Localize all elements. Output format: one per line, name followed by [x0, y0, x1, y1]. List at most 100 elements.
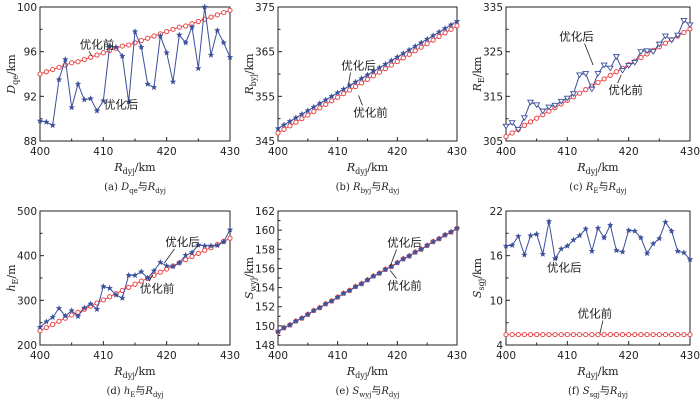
data-point	[214, 12, 220, 18]
data-point	[606, 65, 614, 72]
data-point	[220, 39, 227, 46]
data-point	[563, 95, 571, 102]
data-point	[625, 226, 632, 234]
data-point	[508, 241, 516, 249]
data-point	[220, 238, 227, 245]
data-point	[570, 331, 577, 338]
data-point	[595, 331, 601, 338]
data-point	[399, 255, 407, 262]
data-point	[619, 331, 626, 338]
x-axis-label: Rdyj/km	[576, 161, 619, 176]
panel-caption: (a) Dqe与Rdyj	[104, 181, 166, 195]
data-point	[93, 305, 101, 313]
data-point	[151, 272, 157, 278]
series-annotation: 优化后	[165, 235, 200, 249]
data-point	[400, 55, 406, 61]
annotation-leader	[599, 320, 604, 334]
data-point	[675, 331, 681, 338]
data-point	[176, 24, 182, 30]
data-point	[564, 242, 571, 249]
y-tick-label: 148	[255, 340, 275, 352]
y-tick-label: 150	[255, 321, 275, 333]
y-tick-label: 100	[17, 2, 37, 14]
data-point	[521, 251, 528, 258]
y-axis-label: Ssgj/km	[471, 257, 486, 298]
series-annotation: 优化前	[387, 278, 422, 292]
data-point	[435, 28, 443, 35]
data-point	[430, 37, 436, 43]
data-point	[106, 284, 113, 292]
data-point	[182, 39, 189, 46]
data-point	[442, 30, 448, 36]
y-tick-label: 92	[24, 91, 37, 103]
data-point	[226, 226, 234, 233]
data-point	[644, 331, 650, 338]
x-tick-label: 410	[93, 350, 113, 362]
annotation-leader	[88, 51, 93, 57]
data-point	[514, 126, 522, 133]
series-annotation: 优化前	[140, 281, 175, 295]
data-point	[613, 246, 620, 254]
data-point	[74, 312, 82, 320]
data-point	[68, 104, 75, 111]
data-point	[668, 227, 675, 234]
data-point	[106, 42, 113, 49]
x-tick-label: 420	[619, 146, 639, 158]
x-tick-label: 410	[93, 146, 113, 158]
data-point	[382, 60, 389, 67]
data-point	[515, 331, 521, 338]
data-point	[643, 249, 651, 257]
x-tick-label: 400	[268, 146, 288, 158]
data-point	[49, 313, 56, 321]
data-point	[274, 328, 282, 335]
x-tick-label: 420	[387, 350, 407, 362]
data-point	[214, 26, 221, 34]
data-point	[607, 72, 613, 78]
data-point	[412, 48, 418, 54]
data-point	[119, 294, 126, 301]
x-tick-label: 410	[557, 350, 577, 362]
data-point	[619, 248, 626, 255]
data-point	[138, 278, 144, 284]
data-point	[201, 3, 208, 10]
data-point	[436, 33, 442, 40]
data-point	[503, 331, 509, 338]
x-tick-label: 410	[557, 146, 577, 158]
data-point	[304, 107, 312, 114]
data-point	[607, 331, 613, 338]
data-point	[588, 247, 596, 255]
panel-caption: (b) Rbyj与Rdyj	[336, 181, 400, 195]
data-point	[358, 280, 365, 287]
data-point	[207, 242, 215, 249]
chart-panel-e: 400 410 420 430 148 150 152 154 156 158 160 162 Swyj…	[243, 206, 467, 399]
data-point	[582, 71, 590, 77]
data-point	[447, 21, 455, 28]
data-point	[509, 331, 515, 338]
data-point	[145, 35, 151, 41]
data-point	[126, 284, 132, 290]
data-point	[274, 125, 282, 132]
data-point	[388, 57, 395, 64]
x-tick-label: 430	[447, 350, 467, 362]
series-annotation: 优化前	[353, 105, 388, 119]
data-point	[681, 29, 687, 36]
data-point	[388, 62, 394, 68]
data-point	[43, 324, 49, 331]
data-point	[502, 242, 510, 249]
x-tick-label: 430	[680, 350, 700, 362]
data-point	[151, 33, 157, 39]
data-point	[364, 71, 371, 78]
data-point	[183, 23, 189, 29]
data-point	[50, 321, 56, 328]
chart-panel-c: 400 410 420 430 305 315 325 335 RE/km Rdyj/km (c) …	[471, 2, 700, 195]
data-point	[69, 60, 75, 66]
data-point	[126, 42, 132, 48]
series-annotation: 优化前	[80, 37, 115, 51]
data-point	[100, 97, 107, 104]
data-point	[589, 331, 595, 338]
data-point	[394, 53, 401, 60]
data-point	[448, 26, 454, 32]
y-tick-label: 325	[483, 47, 503, 59]
data-point	[429, 32, 437, 39]
data-point	[340, 289, 347, 297]
